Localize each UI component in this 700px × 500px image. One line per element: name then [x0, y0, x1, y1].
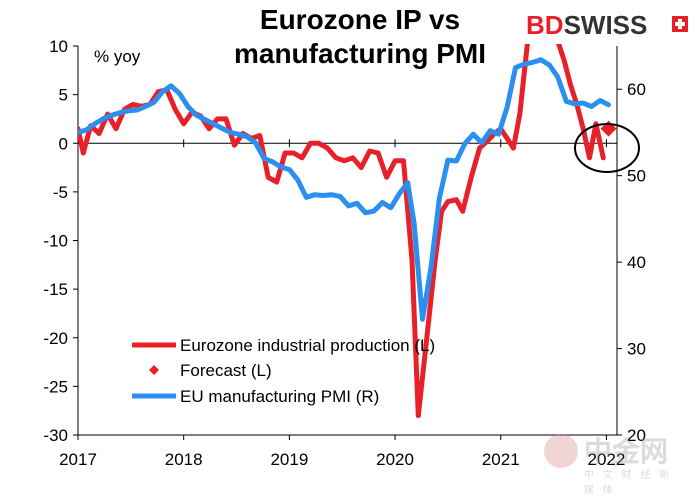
right-tick-label: 30	[627, 340, 646, 359]
left-tick-label: -10	[43, 232, 68, 251]
right-tick-label: 60	[627, 80, 646, 99]
left-tick-label: -30	[43, 426, 68, 445]
x-tick-label: 2021	[482, 450, 520, 469]
x-tick-label: 2020	[376, 450, 414, 469]
watermark-text: 中金网	[584, 436, 669, 467]
series-lines	[78, 44, 617, 419]
right-tick-label: 20	[627, 426, 646, 445]
left-tick-label: -25	[43, 377, 68, 396]
left-axis-title: % yoy	[94, 47, 141, 66]
x-tick-label: 2019	[270, 450, 308, 469]
left-tick-label: -20	[43, 329, 68, 348]
right-tick-label: 40	[627, 253, 646, 272]
legend-label: Forecast (L)	[180, 361, 272, 380]
left-tick-label: 5	[59, 86, 68, 105]
watermark: 中金网 中 文 财 经 新 媒 体	[540, 428, 690, 496]
brand-part-2: SWISS	[563, 10, 648, 40]
left-tick-label: 10	[49, 37, 68, 56]
legend-swatch-diamond	[149, 365, 159, 375]
watermark-logo-icon	[544, 434, 578, 468]
highlight-circle	[574, 123, 640, 173]
left-tick-label: -5	[53, 183, 68, 202]
chart-title-line-1: Eurozone IP vs	[259, 4, 461, 35]
legend-label: Eurozone industrial production (L)	[180, 336, 435, 355]
x-tick-label: 2017	[59, 450, 97, 469]
forecast-marker	[600, 120, 617, 137]
brand-part-1: BD	[526, 10, 564, 40]
brand-logo: BDSWISS	[526, 10, 647, 41]
watermark-subtext: 中 文 财 经 新 媒 体	[584, 470, 673, 496]
left-tick-label: 0	[59, 134, 68, 153]
pmi-line	[78, 57, 611, 322]
x-tick-label: 2018	[165, 450, 203, 469]
legend: Eurozone industrial production (L) Foreca…	[132, 336, 435, 406]
legend-label: EU manufacturing PMI (R)	[180, 387, 379, 406]
swiss-flag-icon	[672, 16, 688, 32]
right-tick-label: 50	[627, 167, 646, 186]
x-tick-label: 2022	[588, 450, 626, 469]
left-tick-label: -15	[43, 280, 68, 299]
chart-title-line-2: manufacturing PMI	[233, 38, 486, 69]
annotation	[574, 123, 640, 173]
